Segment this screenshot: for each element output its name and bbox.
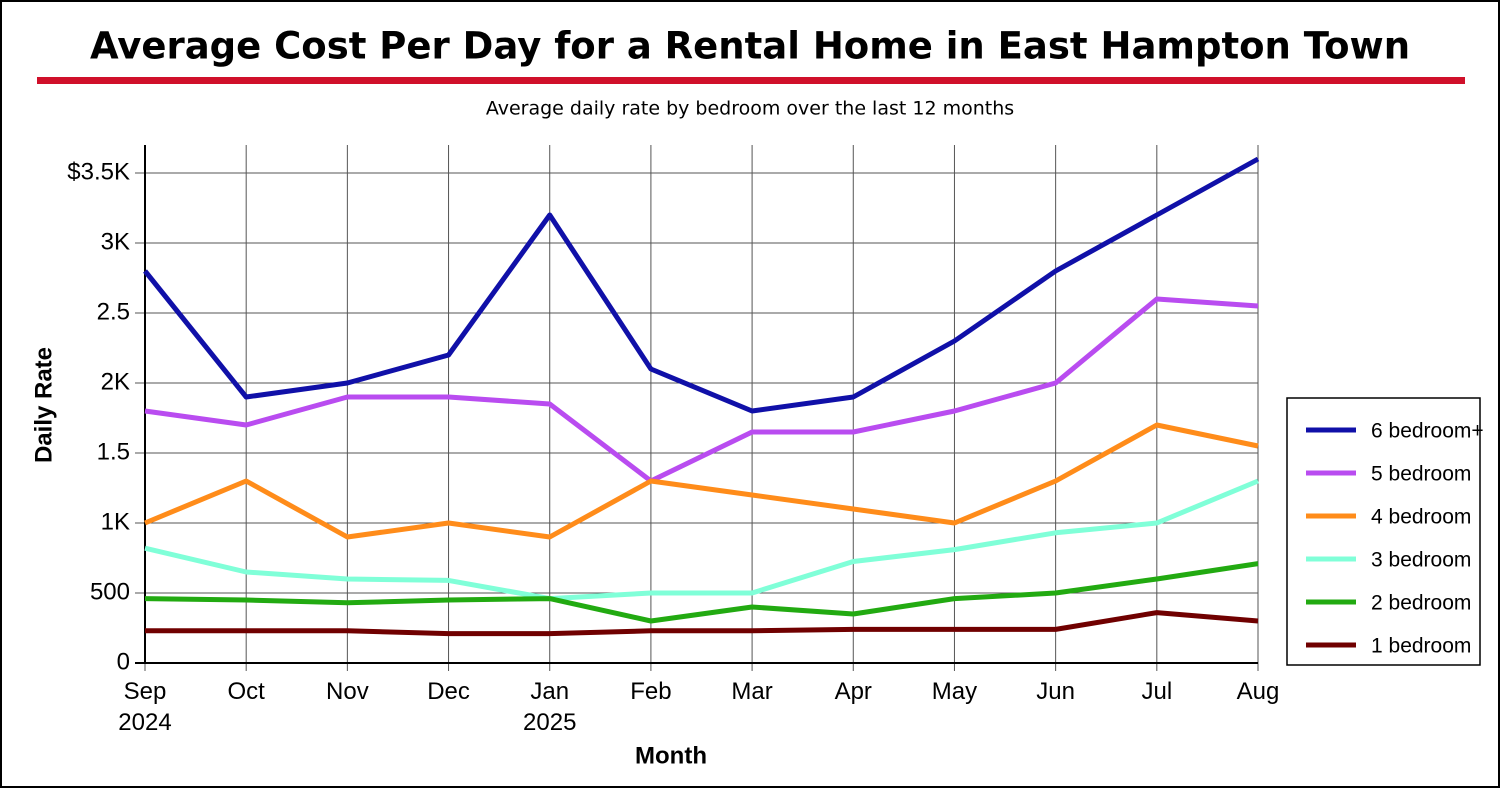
x-tick-line: Jun	[1036, 678, 1075, 705]
legend-label: 5 bedroom	[1371, 463, 1471, 486]
x-tick-label: Jan 2025	[523, 678, 576, 736]
x-tick-label: Oct	[228, 678, 266, 705]
subtitle: Average daily rate by bedroom over the l…	[486, 98, 1014, 120]
x-tick-label: Mar	[731, 678, 772, 705]
x-tick-label: Feb	[630, 678, 671, 705]
legend-label: 4 bedroom	[1371, 506, 1471, 529]
legend-box	[1286, 397, 1481, 666]
y-tick-label: 1K	[101, 508, 130, 535]
y-axis-label: Daily Rate	[30, 347, 57, 463]
x-tick-line: Nov	[326, 678, 369, 705]
x-tick-line: Jan	[530, 678, 569, 705]
x-tick-line: May	[932, 678, 977, 705]
x-tick-line: Oct	[228, 678, 266, 705]
y-tick-label: 0	[117, 648, 130, 675]
x-tick-line: 2024	[118, 709, 171, 736]
x-tick-line: Apr	[835, 678, 872, 705]
legend-label: 1 bedroom	[1371, 635, 1471, 658]
x-tick-line: 2025	[523, 709, 576, 736]
title-rule	[37, 77, 1465, 84]
series-line	[145, 610, 1259, 637]
y-tick-label: 3K	[101, 228, 130, 255]
series-line	[143, 156, 1260, 414]
x-tick-label: May	[932, 678, 977, 705]
x-tick-line: Dec	[427, 678, 470, 705]
legend-label: 3 bedroom	[1371, 549, 1471, 572]
x-tick-label: Nov	[326, 678, 369, 705]
y-tick-label: $3.5K	[67, 158, 130, 185]
x-tick-label: Dec	[427, 678, 470, 705]
x-tick-line: Feb	[630, 678, 671, 705]
legend-label: 2 bedroom	[1371, 592, 1471, 615]
x-tick-label: Sep 2024	[118, 678, 171, 736]
x-axis-label: Month	[635, 742, 707, 769]
x-tick-label: Jun	[1036, 678, 1075, 705]
x-tick-line: Jul	[1141, 678, 1172, 705]
chart-title: Average Cost Per Day for a Rental Home i…	[90, 25, 1410, 68]
y-tick-label: 2K	[101, 368, 130, 395]
x-tick-label: Jul	[1141, 678, 1172, 705]
series-line	[144, 561, 1259, 624]
y-tick-label: 1.5	[97, 438, 130, 465]
series-line	[144, 296, 1259, 484]
x-tick-line: Mar	[731, 678, 772, 705]
series-line	[144, 478, 1259, 602]
x-tick-label: Apr	[835, 678, 872, 705]
series-line	[144, 422, 1259, 540]
y-tick-label: 2.5	[97, 298, 130, 325]
legend-label: 6 bedroom+	[1371, 420, 1484, 443]
x-tick-label: Aug	[1237, 678, 1280, 705]
x-tick-line: Sep	[124, 678, 167, 705]
x-tick-line: Aug	[1237, 678, 1280, 705]
y-tick-label: 500	[90, 578, 130, 605]
